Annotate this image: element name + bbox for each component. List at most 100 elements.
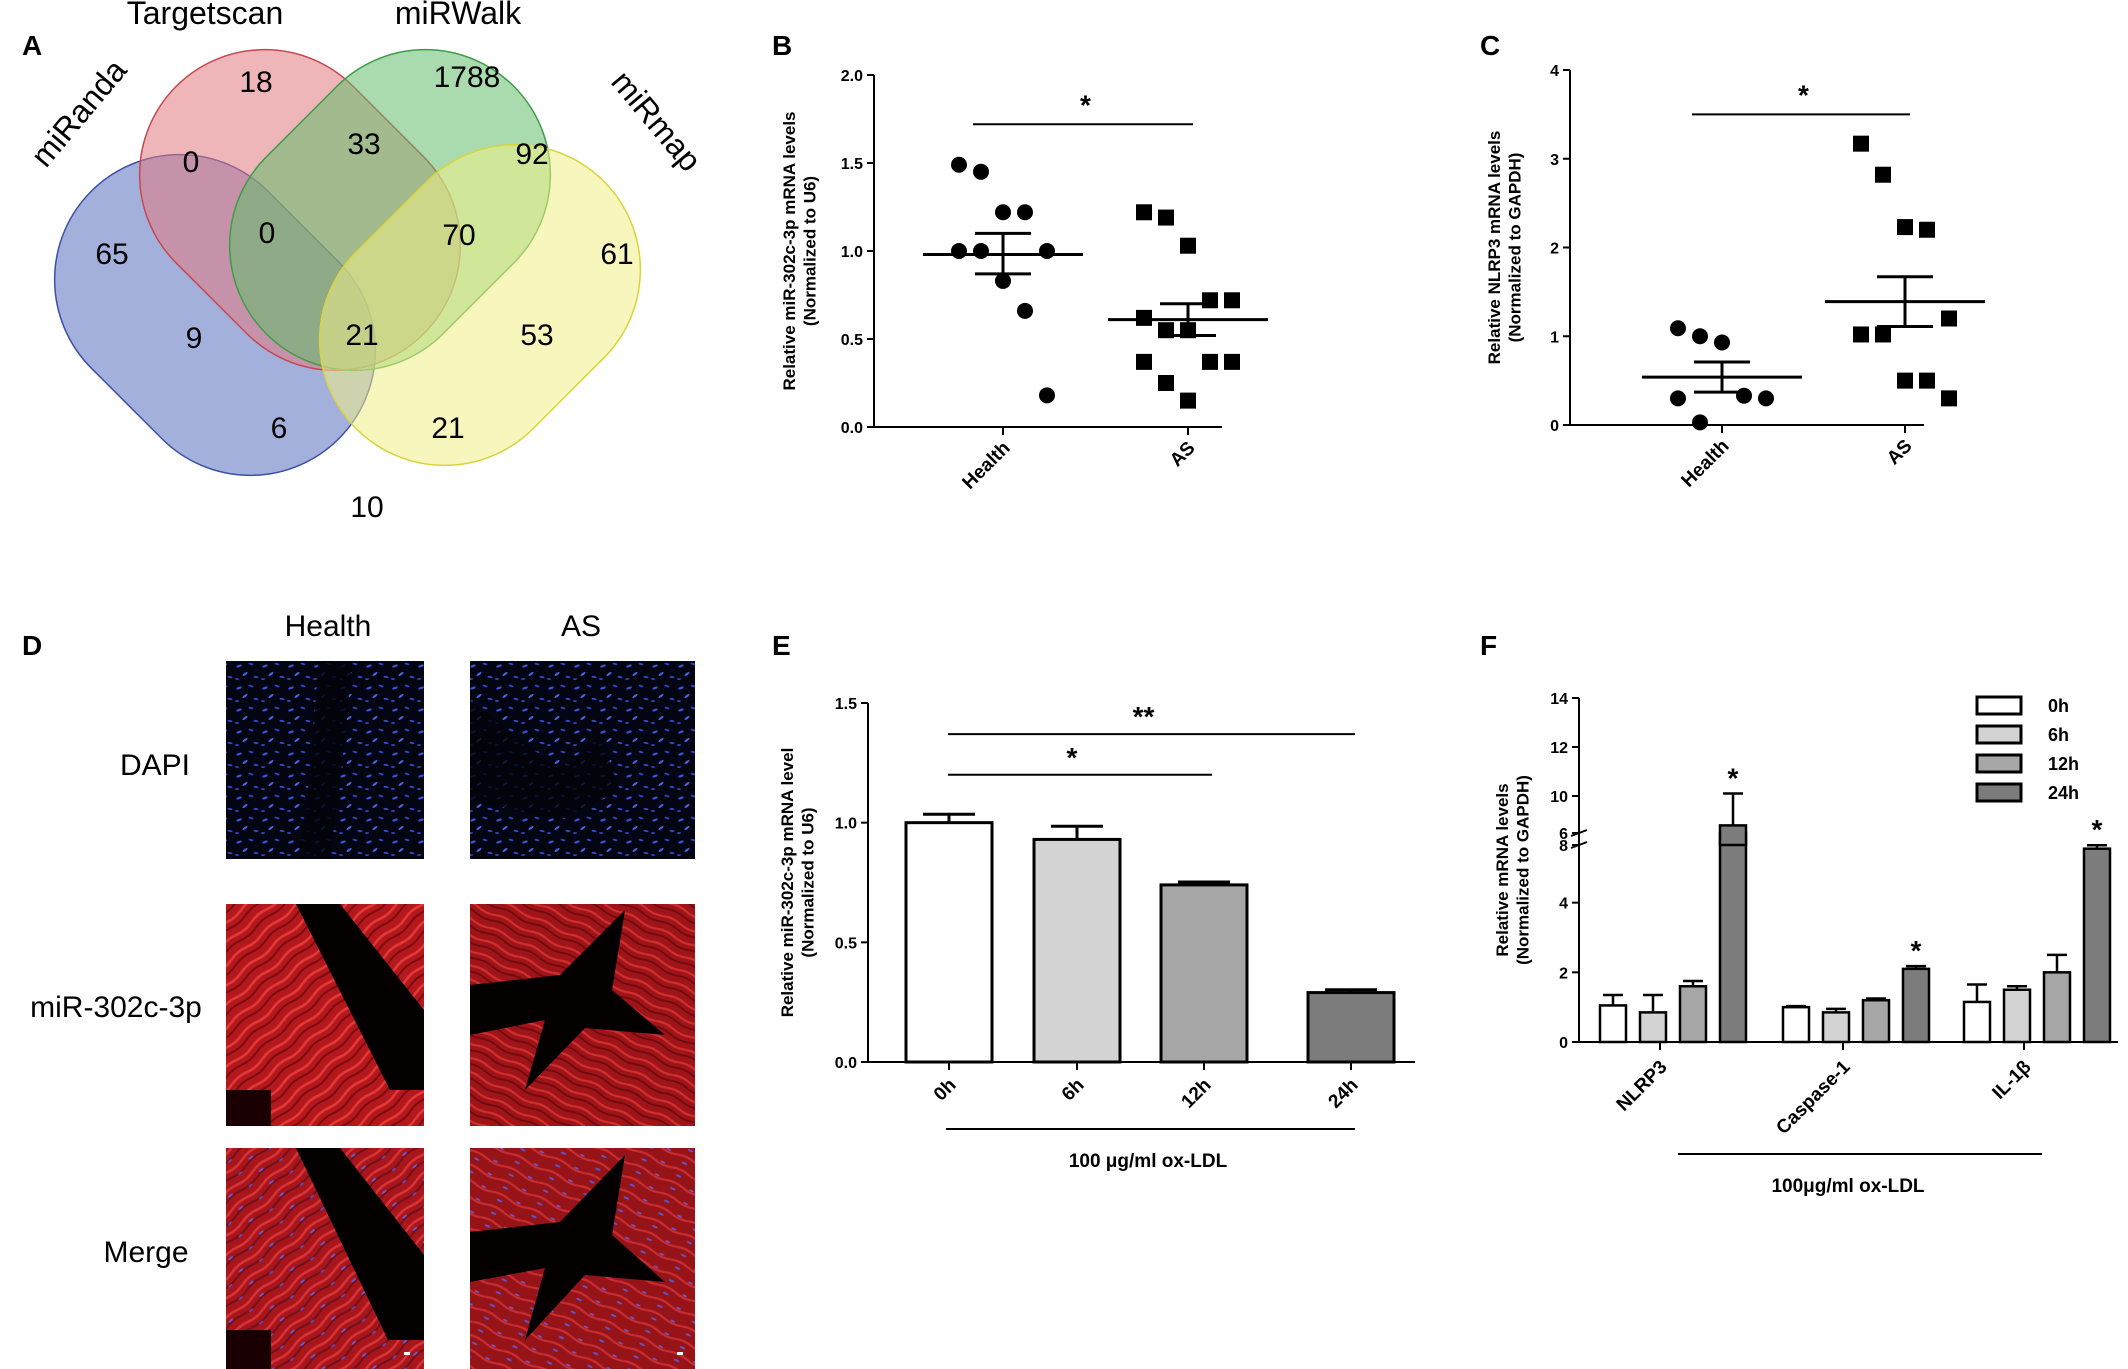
y-axis-title-line: (Normalized to GAPDH) <box>1513 775 1532 965</box>
data-point <box>1136 204 1152 221</box>
data-point <box>1180 392 1196 409</box>
bar <box>2042 971 2072 1044</box>
x-tick-label: Health <box>959 438 1015 494</box>
data-point <box>1136 309 1152 326</box>
bar <box>1159 883 1249 1064</box>
venn-count: 21 <box>431 412 464 445</box>
data-point <box>1714 334 1730 351</box>
y-tick-label: 0.0 <box>835 1055 857 1072</box>
legend-swatch <box>1975 753 2023 774</box>
panel-a-label: A <box>22 30 42 61</box>
venn-count: 0 <box>259 217 276 250</box>
panel-f-grouped-bar: F 0 2 4 68 10 12 14 Relative mRNA levels(Normal… <box>1480 630 2118 1197</box>
data-point <box>1919 372 1935 389</box>
venn-set-mirmap <box>318 143 642 467</box>
venn-count: 10 <box>350 491 383 524</box>
column-label-health: Health <box>285 610 372 643</box>
x-tick-label: IL-1β <box>1989 1057 2036 1104</box>
bar <box>904 821 994 1064</box>
bar <box>1861 998 1891 1044</box>
bar <box>1678 985 1708 1044</box>
data-point <box>973 163 989 180</box>
data-point <box>973 243 989 259</box>
y-axis-title-line: (Normalized to U6) <box>798 807 817 957</box>
bar <box>2002 988 2032 1044</box>
y-tick-label: 2 <box>1550 241 1559 258</box>
panel-d-micrographs: D Health AS DAPI miR-302c-3p Merge <box>22 610 695 1369</box>
data-point <box>1758 390 1774 407</box>
data-point <box>1692 414 1708 431</box>
panel-f-label: F <box>1480 630 1497 661</box>
data-point <box>1017 204 1033 221</box>
x-tick-label: 12h <box>1178 1075 1216 1113</box>
significance-label: * <box>1911 935 1922 966</box>
data-point <box>1853 326 1869 343</box>
y-tick-label: 0.5 <box>835 935 857 952</box>
x-tick-label: AS <box>1166 438 1200 472</box>
data-point <box>1224 353 1240 370</box>
venn-count: 92 <box>515 138 548 171</box>
bar <box>1901 967 1931 1044</box>
panel-b-label: B <box>772 30 792 61</box>
x-tick-label: Caspase-1 <box>1772 1056 1854 1138</box>
y-axis-title: Relative NLRP3 mRNA levels(Normalized to… <box>1485 131 1524 365</box>
legend-label: 0h <box>2048 696 2069 716</box>
data-point <box>1136 353 1152 370</box>
bar <box>1821 1011 1851 1044</box>
data-point <box>1875 326 1891 343</box>
venn-name-mirmap: miRmap <box>604 64 708 178</box>
data-point <box>1039 243 1055 259</box>
significance-label: ** <box>1133 701 1155 732</box>
panel-e-label: E <box>772 630 791 661</box>
x-tick-label: Health <box>1678 436 1734 492</box>
panel-c-scatter: C 0 1 2 3 4 Relative NLRP3 mRNA levels(Normal… <box>1480 30 1985 492</box>
venn-count: 18 <box>239 66 272 99</box>
legend-swatch <box>1975 695 2023 716</box>
y-tick-label: 2.0 <box>841 68 863 85</box>
column-label-as: AS <box>561 610 601 643</box>
y-tick-label: 0 <box>1559 1035 1568 1052</box>
data-point <box>1875 166 1891 183</box>
bar <box>2082 847 2112 1044</box>
data-point <box>1897 219 1913 236</box>
data-point <box>951 243 967 259</box>
y-tick-label: 1.5 <box>841 156 863 173</box>
panel-e-bar: E 0.0 0.5 1.0 1.5 Relative miR-302c-3p mRNA … <box>772 630 1415 1172</box>
micrograph-merge-as <box>470 1148 695 1369</box>
significance-label: * <box>1798 79 1809 110</box>
data-point <box>1919 221 1935 238</box>
row-label-dapi: DAPI <box>120 749 190 782</box>
data-point <box>1897 372 1913 389</box>
data-point <box>951 156 967 173</box>
data-point <box>1853 135 1869 152</box>
y-tick-label: 0.5 <box>841 332 863 349</box>
y-tick-label: 12 <box>1550 740 1568 757</box>
y-tick-label: 3 <box>1550 152 1559 169</box>
bar <box>1638 1011 1668 1044</box>
bar <box>1962 1000 1992 1044</box>
legend-swatch <box>1975 782 2023 803</box>
y-tick-label: 4 <box>1559 896 1568 913</box>
y-axis-title-line: (Normalized to GAPDH) <box>1505 153 1524 343</box>
bar <box>1781 1005 1811 1044</box>
venn-count: 6 <box>271 412 288 445</box>
y-tick-label: 2 <box>1559 965 1568 982</box>
data-point <box>995 204 1011 221</box>
x-tick-label: NLRP3 <box>1613 1057 1672 1116</box>
significance-label: * <box>1728 763 1739 794</box>
data-point <box>1670 320 1686 337</box>
y-tick-label: 1.5 <box>835 696 857 713</box>
data-point <box>1692 328 1708 345</box>
venn-count: 21 <box>345 319 378 352</box>
venn-count: 65 <box>95 238 128 271</box>
y-axis-title-line: Relative miR-302c-3p mRNA levels <box>780 111 799 390</box>
venn-count: 53 <box>520 319 553 352</box>
x-tick-label: AS <box>1883 436 1917 470</box>
data-point <box>1670 390 1686 407</box>
venn-count: 61 <box>600 238 633 271</box>
significance-label: * <box>1080 89 1091 120</box>
data-point <box>1158 209 1174 226</box>
y-tick-label: 1.0 <box>841 244 863 261</box>
legend-label: 24h <box>2048 783 2079 803</box>
